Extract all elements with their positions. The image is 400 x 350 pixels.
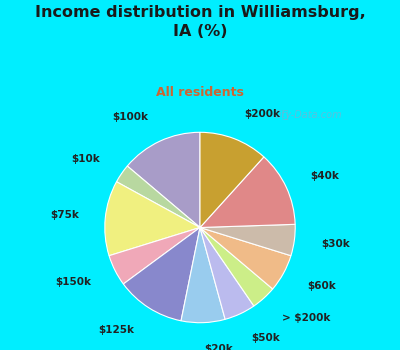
Text: City-Data.com: City-Data.com xyxy=(273,110,342,120)
Wedge shape xyxy=(181,228,225,323)
Wedge shape xyxy=(200,157,295,228)
Text: > $200k: > $200k xyxy=(282,313,330,323)
Text: $20k: $20k xyxy=(204,344,233,350)
Text: $10k: $10k xyxy=(71,154,100,163)
Text: Income distribution in Williamsburg,
IA (%): Income distribution in Williamsburg, IA … xyxy=(35,5,365,39)
Wedge shape xyxy=(127,132,200,228)
Text: $75k: $75k xyxy=(50,210,79,220)
Wedge shape xyxy=(123,228,200,321)
Text: All residents: All residents xyxy=(156,86,244,99)
Text: ⓘ: ⓘ xyxy=(281,110,288,120)
Wedge shape xyxy=(105,182,200,256)
Wedge shape xyxy=(200,132,264,228)
Text: $150k: $150k xyxy=(55,278,91,287)
Text: $125k: $125k xyxy=(98,325,134,335)
Wedge shape xyxy=(200,228,273,306)
Text: $60k: $60k xyxy=(307,281,336,291)
Text: $50k: $50k xyxy=(251,333,280,343)
Wedge shape xyxy=(116,166,200,228)
Text: $200k: $200k xyxy=(244,109,280,119)
Wedge shape xyxy=(109,228,200,284)
Wedge shape xyxy=(200,228,291,289)
Wedge shape xyxy=(200,224,295,256)
Wedge shape xyxy=(200,228,254,319)
Text: $40k: $40k xyxy=(310,171,340,181)
Text: $100k: $100k xyxy=(113,112,149,122)
Text: $30k: $30k xyxy=(321,239,350,249)
